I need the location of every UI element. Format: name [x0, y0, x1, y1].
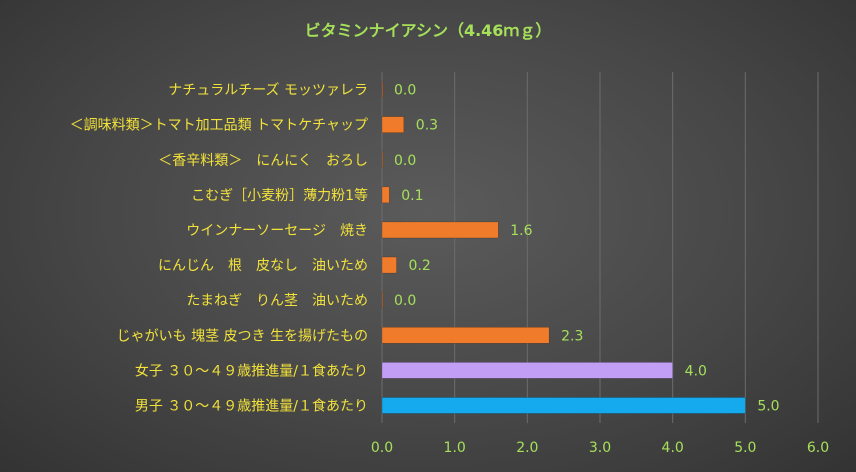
category-label: こむぎ［小麦粉］薄力粉1等 — [191, 187, 368, 204]
category-label: ナチュラルチーズ モッツァレラ — [168, 83, 368, 99]
x-tick-label: 4.0 — [662, 440, 684, 456]
category-labels: ナチュラルチーズ モッツァレラ ＜調味料類＞トマト加工品類 トマトケチャップ ＜香辛… — [70, 83, 368, 415]
chart-title: ビタミンナイアシン（4.46ｍｇ） — [305, 21, 552, 41]
data-label: 0.3 — [416, 118, 438, 134]
data-label: 0.2 — [409, 258, 431, 274]
bar — [381, 397, 746, 414]
category-label: ＜調味料類＞トマト加工品類 トマトケチャップ — [70, 118, 368, 134]
data-label: 1.6 — [510, 223, 532, 239]
category-label: じゃがいも 塊茎 皮つき 生を揚げたもの — [117, 327, 368, 344]
x-tick-label: 2.0 — [516, 440, 538, 456]
data-label: 2.3 — [561, 328, 583, 344]
bar — [381, 151, 384, 168]
x-tick-label: 5.0 — [734, 440, 756, 456]
data-label: 0.0 — [394, 153, 416, 169]
bar — [381, 186, 390, 204]
bars — [381, 81, 746, 414]
data-label: 0.1 — [401, 188, 423, 204]
data-labels: 0.0 0.3 0.0 0.1 1.6 0.2 0.0 2.3 4.0 5.0 — [394, 83, 780, 415]
data-label: 0.0 — [394, 83, 416, 99]
x-tick-label: 1.0 — [444, 440, 466, 456]
category-label: ウインナーソーセージ 焼き — [186, 223, 368, 239]
x-tick-label: 6.0 — [807, 440, 829, 456]
bar — [381, 362, 673, 379]
category-label: 女子 ３０～４９歳推進量/１食あたり — [135, 362, 368, 379]
bar — [381, 116, 405, 133]
bar — [381, 256, 397, 274]
bar — [381, 291, 384, 309]
bar — [381, 221, 499, 239]
x-tick-label: 3.0 — [589, 440, 611, 456]
category-label: たまねぎ りん茎 油いため — [186, 293, 368, 309]
data-label: 5.0 — [757, 398, 779, 414]
category-label: にんじん 根 皮なし 油いため — [158, 258, 368, 274]
category-label: ＜香辛料類＞ にんにく おろし — [158, 153, 368, 169]
data-label: 0.0 — [394, 293, 416, 309]
x-axis-ticks: 0.0 1.0 2.0 3.0 4.0 5.0 6.0 — [371, 440, 829, 456]
x-tick-label: 0.0 — [371, 440, 393, 456]
bar — [381, 327, 550, 344]
data-label: 4.0 — [685, 363, 707, 379]
category-label: 男子 ３０～４９歳推進量/１食あたり — [135, 397, 368, 414]
grid-lines — [381, 72, 819, 423]
bar — [381, 81, 384, 98]
